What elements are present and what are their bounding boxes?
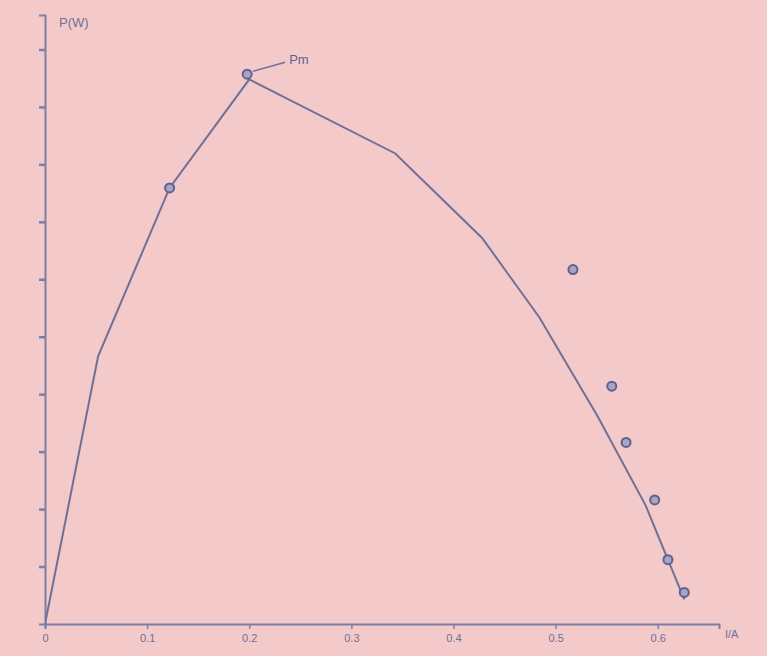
y-tick-mark (39, 393, 45, 396)
y-axis-title: P(W) (59, 15, 89, 30)
y-tick (39, 452, 45, 453)
x-tick: 0.3 (344, 624, 359, 644)
x-tick: 0.6 (651, 624, 666, 644)
y-tick (39, 509, 45, 510)
x-tick-mark (351, 624, 353, 629)
y-tick-mark (39, 336, 45, 339)
x-axis-line (46, 625, 720, 630)
y-tick-mark (39, 451, 45, 454)
x-tick-mark (249, 624, 251, 629)
x-tick: 0.5 (548, 624, 563, 644)
data-point (622, 438, 631, 447)
x-tick-label: 0.6 (651, 632, 666, 644)
x-tick-mark (147, 624, 149, 629)
y-tick-mark (39, 279, 45, 282)
x-tick-label: 0.2 (242, 632, 257, 644)
data-point (680, 588, 689, 597)
plot-area (45, 70, 689, 624)
x-tick: 0 (42, 624, 48, 644)
y-tick-mark (39, 49, 45, 52)
data-point (650, 495, 659, 504)
x-tick-label: 0.1 (140, 632, 155, 644)
x-tick-mark (657, 624, 659, 629)
x-tick: 0.4 (446, 624, 461, 644)
x-axis-title: I/A (725, 628, 739, 640)
data-point (663, 555, 672, 564)
chart: 0 0.1 0.2 0.3 0.4 0.5 0.6 Pm P(W) I/A (0, 0, 767, 656)
data-point (243, 70, 252, 79)
curve (45, 79, 684, 624)
x-tick-label: 0.3 (344, 632, 359, 644)
background (0, 0, 767, 656)
y-tick (39, 394, 45, 395)
y-tick (39, 222, 45, 223)
data-point (165, 183, 174, 192)
x-tick-label: 0 (42, 632, 48, 644)
x-tick-label: 0.5 (548, 632, 563, 644)
annotation: Pm (289, 52, 309, 67)
y-tick (39, 49, 45, 50)
y-tick-mark (39, 566, 45, 569)
y-tick-mark (39, 164, 45, 167)
data-point (607, 382, 616, 391)
x-tick-mark (453, 624, 455, 629)
y-tick (39, 107, 45, 108)
y-axis (39, 16, 46, 625)
data-point (568, 265, 577, 274)
x-tick: 0.2 (242, 624, 257, 644)
y-tick-mark (39, 508, 45, 511)
y-axis-line (39, 16, 46, 625)
x-tick-label: 0.4 (446, 632, 461, 644)
y-tick (39, 279, 45, 280)
y-tick (39, 164, 45, 165)
y-tick (39, 337, 45, 338)
y-tick-mark (39, 106, 45, 109)
y-tick (39, 567, 45, 568)
annotation-leader (253, 62, 285, 71)
x-axis: 0 0.1 0.2 0.3 0.4 0.5 0.6 (42, 624, 719, 644)
y-tick-mark (39, 221, 45, 224)
x-tick-mark (555, 624, 557, 629)
x-tick: 0.1 (140, 624, 155, 644)
